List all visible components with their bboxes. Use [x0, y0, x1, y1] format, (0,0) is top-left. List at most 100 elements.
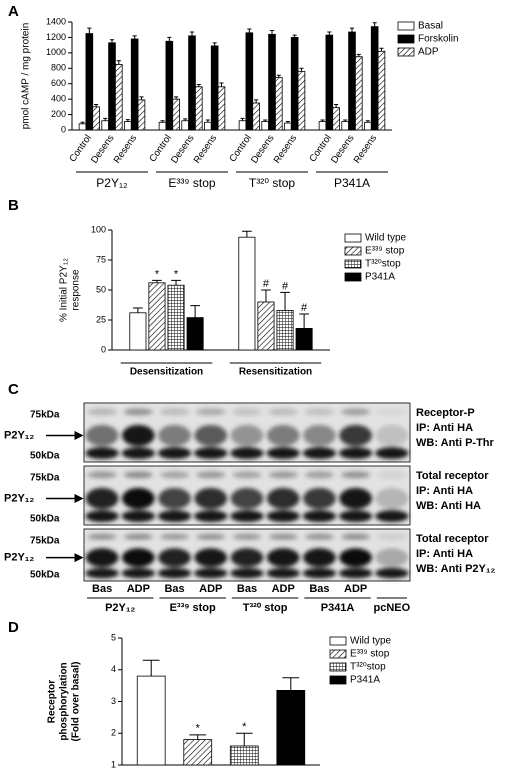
error-bar — [183, 118, 188, 121]
significance-mark: # — [282, 280, 289, 292]
error-bar — [282, 677, 300, 691]
legend-swatch — [329, 675, 347, 685]
y-tick-label: 5 — [111, 632, 116, 642]
band — [194, 548, 228, 567]
y-tick-label: 1 — [111, 759, 116, 769]
error-bar — [219, 82, 224, 87]
band — [157, 568, 192, 579]
x-tick-label: Resens — [112, 133, 140, 166]
bar — [108, 42, 116, 131]
lane-label: Bas — [237, 583, 257, 595]
error-bar — [349, 27, 355, 33]
significance-mark: * — [174, 268, 179, 280]
band — [303, 548, 336, 567]
legend-label: Wild type — [365, 233, 407, 244]
band — [375, 447, 409, 460]
error-bar — [280, 291, 290, 311]
blot-bands — [85, 533, 409, 579]
band — [302, 510, 337, 523]
legend-label: E³³⁹ stop — [350, 649, 390, 660]
band — [85, 424, 119, 447]
panel-label: C — [8, 381, 19, 398]
y-tick-label: 400 — [51, 94, 66, 104]
error-bar — [356, 53, 361, 57]
error-bar — [269, 29, 275, 35]
band — [341, 408, 371, 416]
significance-mark: # — [301, 302, 308, 314]
error-bar — [372, 22, 377, 27]
band — [123, 408, 153, 416]
panel-label: D — [8, 619, 19, 636]
y-tick-label: 2 — [111, 728, 116, 738]
band — [194, 487, 228, 510]
legend-swatch — [397, 47, 415, 57]
band — [158, 548, 191, 567]
band — [122, 548, 155, 567]
legend-label: ADP — [418, 47, 439, 58]
legend-swatch — [344, 272, 362, 282]
band — [122, 424, 155, 447]
band — [339, 487, 372, 510]
marker-label: 75kDa — [30, 536, 60, 547]
bar — [115, 64, 123, 131]
bar — [204, 121, 212, 131]
band — [375, 487, 409, 510]
error-bar — [171, 279, 181, 286]
band — [230, 548, 264, 567]
band — [303, 424, 336, 447]
significance-mark: * — [196, 723, 201, 735]
bar — [229, 745, 259, 766]
panel-label: A — [8, 3, 19, 20]
bar — [167, 284, 185, 351]
error-bar — [160, 120, 165, 123]
y-axis-title: pmol cAMP / mg protein — [21, 23, 32, 130]
x-tick-label: Desensitization — [130, 367, 203, 378]
band — [266, 548, 300, 567]
blot-caption: IP: Anti HA — [416, 422, 473, 434]
bar — [364, 121, 372, 131]
band — [266, 424, 300, 447]
group-label: P2Y₁₂ — [96, 176, 128, 190]
band — [377, 408, 407, 416]
error-bar — [94, 104, 99, 107]
band — [304, 533, 334, 540]
bar — [252, 102, 260, 131]
band — [196, 471, 226, 479]
band — [87, 471, 117, 479]
band — [266, 510, 300, 523]
band — [196, 408, 226, 416]
band — [122, 487, 155, 510]
y-tick-label: 1000 — [46, 47, 66, 57]
error-bar — [212, 42, 217, 46]
bar — [217, 86, 226, 131]
band — [194, 447, 228, 460]
blot-bands — [85, 408, 409, 460]
band — [194, 424, 228, 447]
legend-label: T³²⁰stop — [365, 259, 401, 270]
error-bar — [299, 67, 304, 72]
group-label: E³³⁹ stop — [168, 176, 215, 190]
bar — [325, 34, 334, 131]
error-bar — [125, 119, 130, 122]
band — [377, 471, 407, 479]
bar — [245, 32, 254, 131]
y-axis-title: (Fold over basal) — [71, 661, 82, 741]
y-tick-label: 200 — [51, 109, 66, 119]
band — [232, 471, 262, 479]
bar — [188, 35, 196, 131]
marker-label: 50kDa — [30, 514, 60, 525]
bar — [124, 121, 132, 131]
legend-label: Wild type — [350, 636, 392, 647]
bar — [137, 99, 146, 131]
band — [121, 568, 155, 579]
bar — [341, 121, 349, 131]
band — [230, 487, 264, 510]
bar — [181, 120, 190, 131]
bar — [261, 121, 269, 131]
error-bar — [103, 117, 108, 121]
bar — [78, 123, 87, 131]
band-label: P2Y₁₂ — [4, 552, 34, 564]
band — [121, 447, 155, 460]
band — [232, 408, 262, 416]
